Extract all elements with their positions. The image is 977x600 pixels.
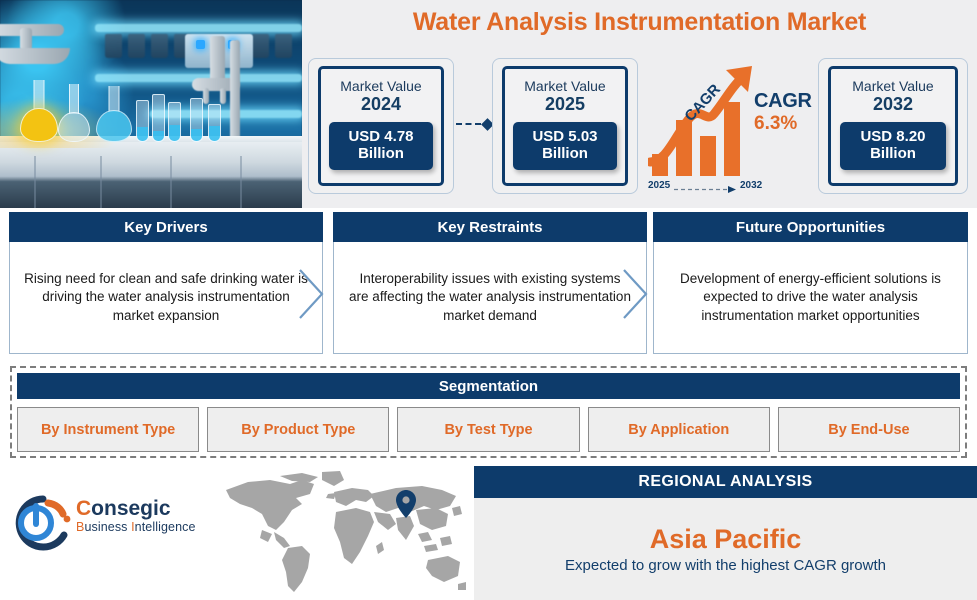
chevron-right-icon-2 xyxy=(623,269,648,319)
top-band: Water Analysis Instrumentation Market Ma… xyxy=(0,0,977,208)
segmentation-section: Segmentation By Instrument Type By Produ… xyxy=(10,366,967,458)
lab-photo xyxy=(0,0,302,208)
key-restraints-card: Key Restraints Interoperability issues w… xyxy=(333,212,647,354)
key-drivers-text: Rising need for clean and safe drinking … xyxy=(9,242,323,354)
regional-analysis-body: Asia Pacific Expected to grow with the h… xyxy=(474,498,977,600)
flask-clear xyxy=(58,84,90,142)
lab-bench xyxy=(0,142,302,208)
lab-shelf-light-3 xyxy=(150,110,302,118)
bench-seam xyxy=(170,156,172,208)
market-value-year: 2032 xyxy=(872,94,914,114)
lab-jar xyxy=(128,34,145,58)
lab-jar xyxy=(151,34,168,58)
market-value-amount: USD 4.78 Billion xyxy=(329,121,433,171)
market-value-amount: USD 5.03 Billion xyxy=(513,121,617,171)
logo-name-rest: onsegic xyxy=(91,497,171,520)
bottom-band: Consegic Business Intelligence xyxy=(0,466,977,600)
page-title: Water Analysis Instrumentation Market xyxy=(412,8,867,36)
cagr-growth-chart-icon: CAGR xyxy=(648,66,752,176)
market-value-card-2025: Market Value 2025 USD 5.03 Billion xyxy=(492,58,638,194)
lab-jar xyxy=(275,34,292,58)
consegic-logo-text: Consegic Business Intelligence xyxy=(76,497,196,534)
logo-name-initial: C xyxy=(76,497,92,520)
market-value-amount: USD 8.20 Billion xyxy=(839,121,947,171)
key-drivers-card: Key Drivers Rising need for clean and sa… xyxy=(9,212,323,354)
logo-tagline: Business Intelligence xyxy=(76,520,196,534)
segment-by-product-type[interactable]: By Product Type xyxy=(207,407,390,452)
segment-by-end-use[interactable]: By End-Use xyxy=(777,407,961,452)
connector-dash xyxy=(456,123,481,125)
bench-seam xyxy=(240,156,242,208)
future-opportunities-title: Future Opportunities xyxy=(653,212,968,242)
regional-analysis-note: Expected to grow with the highest CAGR g… xyxy=(565,557,886,574)
microscope-objective xyxy=(203,88,209,104)
test-tube xyxy=(190,98,203,142)
cagr-value: 6.3% xyxy=(754,113,798,134)
market-value-year: 2024 xyxy=(360,94,402,114)
regional-analysis-region: Asia Pacific xyxy=(649,524,802,554)
bench-seam xyxy=(100,156,102,208)
market-value-inner: Market Value 2024 USD 4.78 Billion xyxy=(318,66,444,186)
microscope-head xyxy=(192,78,240,91)
world-map xyxy=(226,471,466,592)
market-value-year: 2025 xyxy=(544,94,586,114)
microscope-objective xyxy=(220,88,226,104)
lab-apparatus-arm xyxy=(0,24,64,36)
test-tube xyxy=(168,102,181,142)
map-pin-icon xyxy=(396,490,416,518)
market-value-inner: Market Value 2032 USD 8.20 Billion xyxy=(828,66,958,186)
test-tube xyxy=(208,104,221,142)
future-opportunities-text: Development of energy-efficient solution… xyxy=(653,242,968,354)
market-value-label: Market Value xyxy=(852,78,934,94)
key-restraints-text: Interoperability issues with existing sy… xyxy=(333,242,647,354)
consegic-logo-mark-icon xyxy=(15,495,71,551)
connector-2024-2025 xyxy=(456,117,494,131)
consegic-logo[interactable]: Consegic Business Intelligence xyxy=(14,492,214,554)
market-value-inner: Market Value 2025 USD 5.03 Billion xyxy=(502,66,628,186)
logo-tagline-i: I xyxy=(131,520,135,535)
test-tube xyxy=(152,94,165,142)
segmentation-title: Segmentation xyxy=(17,373,960,399)
cagr-end-year: 2032 xyxy=(740,180,763,191)
lab-apparatus-hood xyxy=(0,48,70,64)
logo-tagline-b: B xyxy=(76,520,85,535)
market-value-card-2024: Market Value 2024 USD 4.78 Billion xyxy=(308,58,454,194)
market-value-label: Market Value xyxy=(340,78,422,94)
flask-yellow xyxy=(20,80,58,142)
market-value-card-2032: Market Value 2032 USD 8.20 Billion xyxy=(818,58,968,194)
market-value-label: Market Value xyxy=(524,78,606,94)
cagr-readout: CAGR 6.3% xyxy=(754,90,812,135)
lab-jar xyxy=(252,34,269,58)
segment-by-instrument-type[interactable]: By Instrument Type xyxy=(17,407,200,452)
microscope-body xyxy=(210,36,225,84)
segment-by-test-type[interactable]: By Test Type xyxy=(397,407,580,452)
logo-tagline-ntelligence: ntelligence xyxy=(134,520,196,535)
cagr-start-year: 2025 xyxy=(648,180,671,191)
key-restraints-title: Key Restraints xyxy=(333,212,647,242)
flask-blue xyxy=(96,86,132,142)
test-tube xyxy=(136,100,149,142)
microscope-stand xyxy=(230,40,240,144)
cagr-axis-arrow-icon xyxy=(674,186,736,193)
logo-company-name: Consegic xyxy=(76,497,196,520)
lab-indicator-led xyxy=(196,40,205,49)
chevron-right-icon-1 xyxy=(299,269,324,319)
lab-shelf-light-1 xyxy=(95,24,302,32)
bench-seam xyxy=(34,156,36,208)
segmentation-items: By Instrument Type By Product Type By Te… xyxy=(17,407,961,452)
regional-analysis-section: REGIONAL ANALYSIS Asia Pacific Expected … xyxy=(474,466,977,600)
cagr-block: CAGR 2025 2032 CAGR 6.3% xyxy=(648,62,816,196)
key-drivers-title: Key Drivers xyxy=(9,212,323,242)
segment-by-application[interactable]: By Application xyxy=(587,407,770,452)
lab-apparatus-stem xyxy=(20,28,32,50)
regional-analysis-title: REGIONAL ANALYSIS xyxy=(474,466,977,498)
lab-jar xyxy=(105,34,122,58)
cagr-word: CAGR xyxy=(754,90,812,112)
future-opportunities-card: Future Opportunities Development of ener… xyxy=(653,212,968,354)
logo-tagline-usiness: usiness xyxy=(84,520,132,535)
